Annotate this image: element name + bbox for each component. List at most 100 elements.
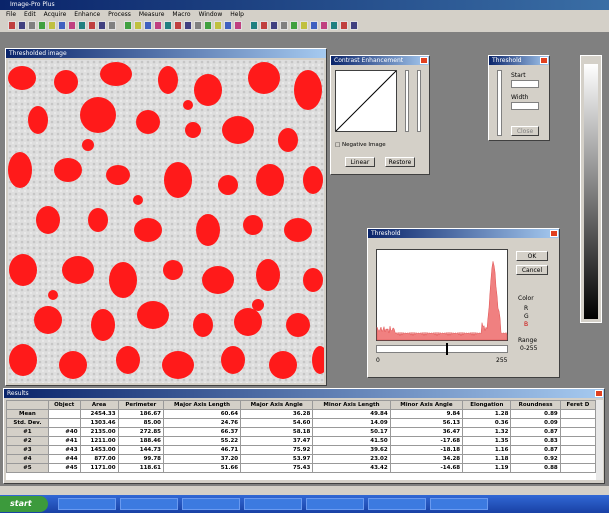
tool-button[interactable]: [8, 21, 16, 30]
task-button[interactable]: [368, 498, 426, 510]
menu-item[interactable]: Acquire: [43, 11, 67, 18]
slider[interactable]: [405, 70, 409, 132]
tool-button[interactable]: [78, 21, 86, 30]
menu-item[interactable]: File: [6, 11, 17, 18]
table-cell: 50.17: [312, 427, 391, 437]
close-button[interactable]: [550, 230, 558, 237]
tool-button[interactable]: [340, 21, 348, 30]
menu-item[interactable]: Measure: [138, 11, 165, 18]
tool-button[interactable]: [108, 21, 116, 30]
tool-button[interactable]: [164, 21, 172, 30]
tool-button[interactable]: [154, 21, 162, 30]
checkbox[interactable]: □ Negative Image: [335, 142, 386, 148]
tool-button[interactable]: [224, 21, 232, 30]
tool-button[interactable]: [88, 21, 96, 30]
tool-button[interactable]: [134, 21, 142, 30]
tool-button[interactable]: [300, 21, 308, 30]
task-button[interactable]: [120, 498, 178, 510]
button[interactable]: Close: [511, 126, 539, 136]
table-cell: 49.84: [312, 409, 391, 419]
tool-button[interactable]: [58, 21, 66, 30]
red-particle: [133, 195, 143, 205]
button[interactable]: Cancel: [516, 265, 548, 275]
tool-button[interactable]: [204, 21, 212, 30]
start-button[interactable]: start: [0, 496, 48, 512]
slider[interactable]: [497, 70, 502, 136]
tool-button[interactable]: [350, 21, 358, 30]
close-button[interactable]: [540, 57, 548, 64]
axis-max: 255: [496, 357, 508, 364]
range-slider[interactable]: [376, 345, 508, 353]
scrollbar[interactable]: [596, 400, 603, 480]
label: Width: [511, 94, 529, 101]
tool-button[interactable]: [144, 21, 152, 30]
table-cell: 56.13: [389, 418, 464, 428]
tool-button[interactable]: [330, 21, 338, 30]
menu-item[interactable]: Enhance: [74, 11, 101, 18]
task-button[interactable]: [306, 498, 364, 510]
tool-button[interactable]: [98, 21, 106, 30]
button[interactable]: OK: [516, 251, 548, 261]
tool-button[interactable]: [234, 21, 242, 30]
tool-button[interactable]: [280, 21, 288, 30]
task-button[interactable]: [182, 498, 240, 510]
table-cell: #5: [6, 463, 49, 473]
table-cell: 75.92: [240, 445, 314, 455]
button[interactable]: Restore: [385, 157, 415, 167]
tool-button[interactable]: [310, 21, 318, 30]
red-particle: [48, 290, 58, 300]
label: Range: [518, 337, 538, 344]
slider-thumb[interactable]: [446, 343, 448, 355]
red-particle: [222, 116, 254, 144]
button[interactable]: Linear: [345, 157, 375, 167]
table-cell: 1.32: [462, 427, 512, 437]
tool-button[interactable]: [194, 21, 202, 30]
red-particle: [164, 162, 192, 198]
tool-button[interactable]: [250, 21, 258, 30]
menu-item[interactable]: Window: [198, 11, 223, 18]
window-title: Thresholded image: [6, 49, 326, 58]
red-particle: [36, 206, 60, 234]
task-button[interactable]: [244, 498, 302, 510]
tool-button[interactable]: [290, 21, 298, 30]
results-window: Results Object Area Perimeter Major Axis Le…: [3, 388, 605, 484]
table-cell: 41.50: [312, 436, 391, 446]
menu-item[interactable]: Process: [108, 11, 131, 18]
tool-button[interactable]: [214, 21, 222, 30]
menu-item[interactable]: Help: [230, 11, 244, 18]
table-cell: 37.47: [240, 436, 314, 446]
tool-button[interactable]: [28, 21, 36, 30]
tool-button[interactable]: [174, 21, 182, 30]
menu-item[interactable]: Edit: [24, 11, 36, 18]
close-button[interactable]: [420, 57, 428, 64]
tool-button[interactable]: [184, 21, 192, 30]
tool-button[interactable]: [68, 21, 76, 30]
close-button[interactable]: [595, 390, 603, 397]
tool-button[interactable]: [48, 21, 56, 30]
red-particle: [193, 313, 213, 337]
range-window: Threshold Start Width Close: [488, 55, 550, 141]
tool-button[interactable]: [18, 21, 26, 30]
table-cell: Std. Dev.: [6, 418, 49, 428]
red-particle: [284, 218, 312, 242]
menu-item[interactable]: Macro: [172, 11, 191, 18]
slider[interactable]: [417, 70, 421, 132]
table-cell: 0.09: [510, 418, 561, 428]
input[interactable]: [511, 102, 539, 110]
table-cell: 2454.33: [79, 409, 119, 419]
column-header: Major Axis Length: [162, 400, 242, 410]
table-cell: [47, 409, 81, 419]
task-button[interactable]: [58, 498, 116, 510]
tool-button[interactable]: [124, 21, 132, 30]
red-particle: [109, 262, 137, 298]
red-particle: [9, 344, 37, 376]
tool-button[interactable]: [260, 21, 268, 30]
task-button[interactable]: [430, 498, 488, 510]
red-particle: [134, 218, 162, 242]
table-row: #3 #43 1453.00 144.73 46.71 75.92 39.62 -18.18 1…: [6, 445, 596, 455]
table-cell: #41: [47, 436, 81, 446]
tool-button[interactable]: [320, 21, 328, 30]
tool-button[interactable]: [270, 21, 278, 30]
input[interactable]: [511, 80, 539, 88]
tool-button[interactable]: [38, 21, 46, 30]
